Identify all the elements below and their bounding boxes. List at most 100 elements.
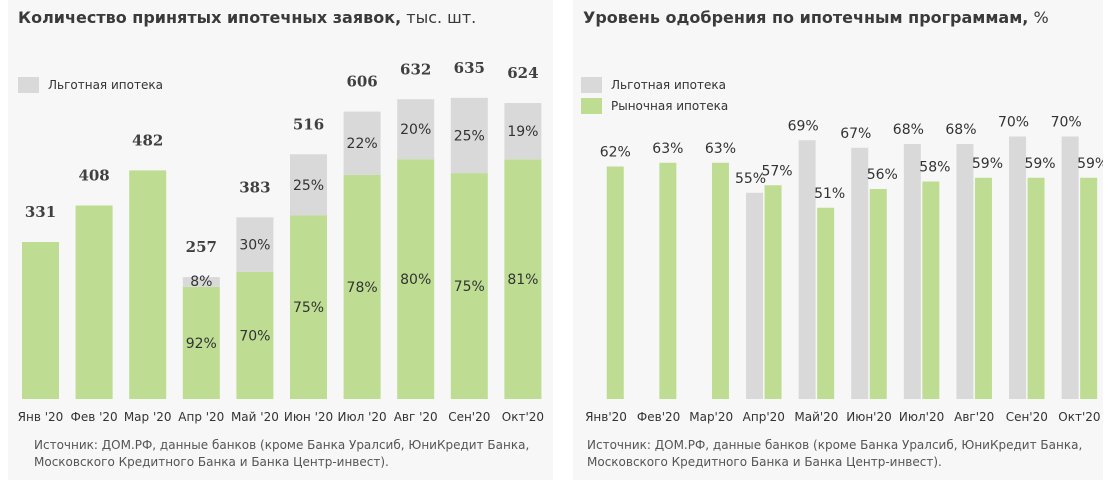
x-tick-label: Май '20 — [231, 410, 279, 424]
share-label-market: 70% — [239, 328, 270, 344]
share-label-preferential: 22% — [347, 136, 378, 152]
bar-market-segment — [22, 242, 59, 399]
legend-item-preferential: Льготная ипотека — [18, 74, 163, 95]
bar-market-segment — [504, 159, 542, 399]
x-tick-label: Май'20 — [794, 410, 838, 424]
value-label-market: 62% — [600, 145, 631, 161]
x-tick-label: Фев '20 — [71, 410, 118, 424]
total-label: 632 — [400, 60, 431, 78]
right-source-line-1: Источник: ДОМ.РФ, данные банков (кроме Б… — [587, 438, 1083, 452]
value-label-market: 59% — [1024, 156, 1055, 172]
x-tick-label: Июл'20 — [899, 410, 944, 424]
x-tick-label: Окт'20 — [502, 410, 544, 424]
share-label-preferential: 25% — [454, 128, 485, 144]
value-label-preferential: 70% — [1051, 115, 1082, 131]
bar-market-segment — [290, 215, 327, 399]
x-tick-label: Апр'20 — [743, 410, 785, 424]
total-label: 408 — [78, 166, 109, 184]
right-source-line-2: Московского Кредитного Банка и Банка Цен… — [587, 455, 942, 469]
bar-preferential-segment — [290, 154, 327, 216]
share-label-market: 75% — [293, 300, 324, 316]
x-tick-label: Окт'20 — [1058, 410, 1100, 424]
right-chart-panel: Уровень одобрения по ипотечным программа… — [573, 0, 1103, 480]
left-legend: Льготная ипотека — [18, 74, 163, 95]
total-label: 257 — [186, 238, 217, 256]
bar-market — [711, 162, 729, 399]
bar-market — [922, 181, 940, 399]
legend-label-preferential: Льготная ипотека — [48, 77, 163, 92]
x-tick-label: Сен'20 — [448, 410, 490, 424]
bar-market — [1027, 177, 1045, 399]
bar-market — [659, 162, 677, 399]
x-tick-label: Июн'20 — [846, 410, 892, 424]
right-title-unit: % — [1028, 8, 1049, 27]
value-label-preferential: 70% — [998, 115, 1029, 131]
x-tick-label: Авг '20 — [394, 410, 438, 424]
x-tick-label: Июн '20 — [284, 410, 333, 424]
left-bar-chart: 331 Янв '20 408 Фев '20 482 Мар '20 92% 8% 257 Ап… — [18, 59, 544, 424]
share-label-preferential: 30% — [239, 238, 270, 254]
value-label-market: 63% — [705, 141, 736, 157]
share-label-preferential: 20% — [400, 122, 431, 138]
bar-market-segment — [236, 271, 274, 399]
share-label-market: 75% — [454, 279, 485, 295]
bar-preferential — [956, 144, 974, 399]
bar-preferential — [1061, 136, 1079, 399]
right-title-main: Уровень одобрения по ипотечным программа… — [583, 8, 1029, 27]
legend-label-preferential: Льготная ипотека — [611, 77, 726, 92]
bar-market-segment — [182, 286, 220, 399]
right-bar-chart: 62% Янв'20 63% Фев'20 63% Мар'20 55%57% Апр'20 6… — [585, 115, 1103, 425]
total-label: 383 — [239, 178, 270, 196]
legend-swatch-preferential — [18, 76, 39, 93]
bar-market-segment — [397, 159, 435, 399]
share-label-preferential: 25% — [293, 178, 324, 194]
share-label-market: 78% — [347, 280, 378, 296]
value-label-preferential: 67% — [840, 126, 871, 142]
value-label-market: 51% — [814, 186, 845, 202]
bar-preferential — [1009, 136, 1027, 399]
legend-item-market: Рыночная ипотека — [581, 95, 728, 116]
value-label-market: 58% — [919, 160, 950, 176]
x-tick-label: Мар '20 — [124, 410, 172, 424]
right-source-note: Источник: ДОМ.РФ, данные банков (кроме Б… — [587, 437, 1082, 471]
bar-market-segment — [343, 174, 381, 399]
bar-preferential-segment — [236, 217, 274, 272]
bar-preferential-segment — [450, 97, 488, 174]
total-label: 516 — [293, 115, 324, 133]
share-label-market: 81% — [507, 272, 538, 288]
share-label-market: 92% — [186, 336, 217, 352]
legend-label-market: Рыночная ипотека — [611, 98, 729, 113]
bar-market — [764, 185, 782, 399]
x-tick-label: Сен'20 — [1006, 410, 1048, 424]
value-label-preferential: 55% — [735, 171, 766, 187]
value-label-preferential: 69% — [788, 118, 819, 134]
left-source-line-1: Источник: ДОМ.РФ, данные банков (кроме Б… — [34, 438, 530, 452]
share-label-market: 80% — [400, 272, 431, 288]
left-chart-title: Количество принятых ипотечных заявок, ты… — [18, 8, 476, 27]
total-label: 482 — [132, 131, 163, 149]
bar-market — [817, 207, 835, 399]
value-label-market: 59% — [1077, 156, 1103, 172]
left-title-unit: тыс. шт. — [401, 8, 477, 27]
bar-market — [1080, 177, 1098, 399]
share-label-preferential: 19% — [507, 124, 538, 140]
bar-preferential — [851, 147, 869, 399]
legend-item-preferential: Льготная ипотека — [581, 74, 728, 95]
x-tick-label: Мар'20 — [689, 410, 733, 424]
right-chart-title: Уровень одобрения по ипотечным программа… — [583, 8, 1049, 27]
bar-preferential-segment — [504, 103, 542, 160]
value-label-market: 59% — [972, 156, 1003, 172]
value-label-market: 57% — [761, 163, 792, 179]
total-label: 606 — [346, 73, 377, 91]
bar-preferential-segment — [397, 99, 435, 160]
bar-market — [869, 189, 887, 399]
bar-market — [606, 166, 624, 399]
legend-swatch-preferential — [581, 76, 602, 93]
legend-swatch-market — [581, 97, 602, 114]
bar-market-segment — [75, 205, 113, 399]
x-tick-label: Июл '20 — [338, 410, 387, 424]
total-label: 635 — [454, 59, 485, 77]
bar-preferential-segment — [182, 277, 220, 287]
left-chart-panel: Количество принятых ипотечных заявок, ты… — [8, 0, 553, 480]
left-source-note: Источник: ДОМ.РФ, данные банков (кроме Б… — [34, 437, 529, 471]
